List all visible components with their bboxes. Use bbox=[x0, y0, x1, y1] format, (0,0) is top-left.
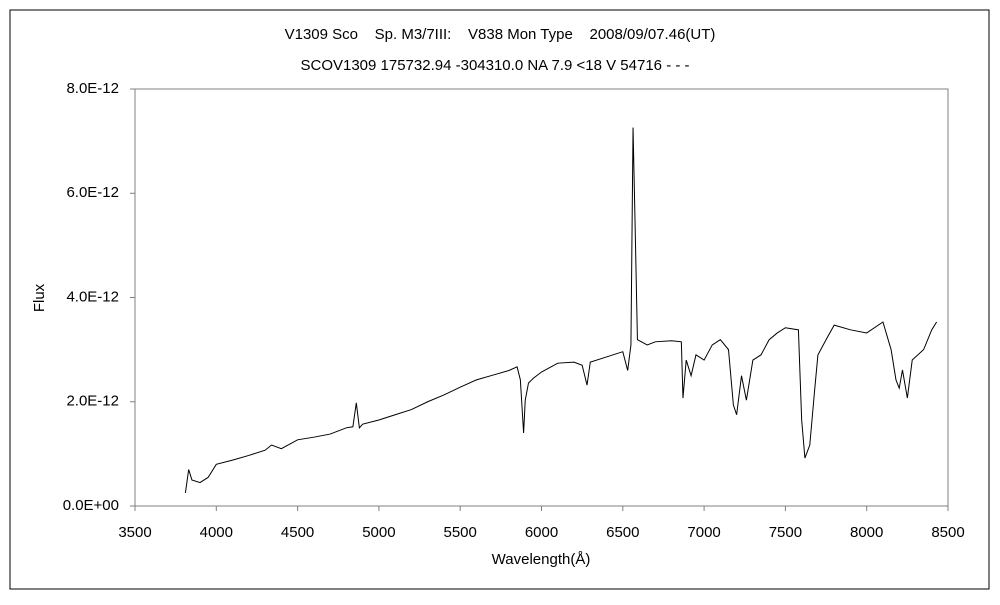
y-tick-label: 8.0E-12 bbox=[66, 80, 119, 97]
x-tick-label: 5000 bbox=[362, 524, 395, 541]
x-tick-label: 8500 bbox=[931, 524, 964, 541]
y-tick-label: 2.0E-12 bbox=[66, 393, 119, 410]
spectrum-line bbox=[184, 127, 938, 494]
chart-title: V1309 Sco Sp. M3/7III: V838 Mon Type 200… bbox=[285, 26, 716, 43]
x-tick-label: 3500 bbox=[118, 524, 151, 541]
y-tick-label: 4.0E-12 bbox=[66, 288, 119, 305]
x-tick-label: 4500 bbox=[281, 524, 314, 541]
x-axis-label: Wavelength(Å) bbox=[492, 551, 591, 568]
y-tick-label: 6.0E-12 bbox=[66, 184, 119, 201]
x-tick-label: 7000 bbox=[687, 524, 720, 541]
chart-subtitle: SCOV1309 175732.94 -304310.0 NA 7.9 <18 … bbox=[300, 57, 689, 74]
x-tick-label: 4000 bbox=[200, 524, 233, 541]
x-tick-label: 6500 bbox=[606, 524, 639, 541]
x-tick-label: 5500 bbox=[444, 524, 477, 541]
x-tick-label: 6000 bbox=[525, 524, 558, 541]
plot-area bbox=[134, 88, 949, 507]
x-tick-label: 7500 bbox=[769, 524, 802, 541]
chart-frame bbox=[9, 9, 990, 590]
y-axis-label: Flux bbox=[31, 283, 48, 312]
x-tick-label: 8000 bbox=[850, 524, 883, 541]
y-tick-label: 0.0E+00 bbox=[63, 497, 119, 514]
